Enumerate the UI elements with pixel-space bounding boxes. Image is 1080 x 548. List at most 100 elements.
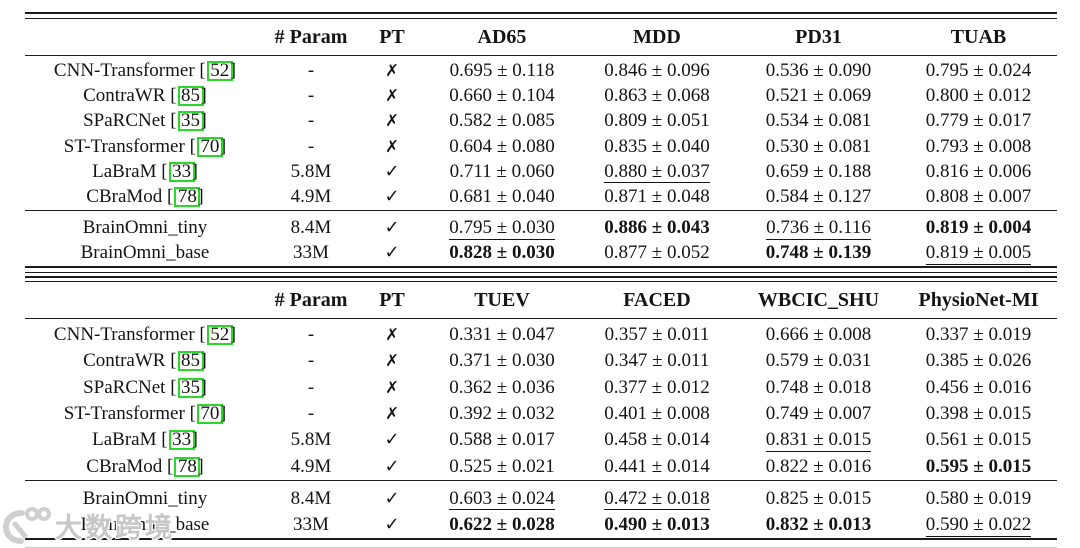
model-name: ST-Transformer bbox=[63, 135, 185, 157]
section-separator-rule-top-of-bottom-table bbox=[25, 275, 1057, 282]
param-count-cell: 4.9M bbox=[290, 186, 332, 208]
citation-link[interactable]: 33 bbox=[168, 161, 195, 182]
table-row: BrainOmni_tiny 8.4M ✓ 0.603 ± 0.024 0.472 ± … bbox=[25, 479, 1057, 513]
pretrained-cell: ✓ bbox=[357, 209, 427, 241]
table-row: LaBraM [33] 5.8M ✓ 0.588 ± 0.017 0.458 ± 0.0… bbox=[25, 427, 1057, 453]
citation-link[interactable]: 35 bbox=[177, 377, 204, 398]
column-header-model bbox=[25, 282, 265, 319]
metric-value: 0.580 ± 0.019 bbox=[925, 487, 1032, 509]
metric-value-cell: 0.711 ± 0.060 bbox=[427, 159, 577, 184]
citation-bracket: ] bbox=[200, 350, 207, 372]
citation-link[interactable]: 33 bbox=[168, 430, 195, 451]
citation-link[interactable]: 70 bbox=[196, 136, 223, 157]
citation-bracket: ] bbox=[191, 429, 198, 451]
column-header-wbcic-shu: WBCIC_SHU bbox=[757, 289, 880, 311]
section-separator-rule-bottom-of-top-table bbox=[25, 266, 1057, 273]
metric-value-cell: 0.831 ± 0.015 bbox=[737, 427, 900, 453]
model-name: ContraWR bbox=[83, 85, 166, 107]
model-name-cell: ST-Transformer [70] bbox=[63, 403, 227, 425]
model-name-cell: ST-Transformer [70] bbox=[63, 135, 227, 157]
citation-link[interactable]: 85 bbox=[177, 86, 204, 107]
metric-value-cell: 0.695 ± 0.118 bbox=[427, 55, 577, 84]
metric-value: 0.800 ± 0.012 bbox=[925, 85, 1032, 107]
model-name: LaBraM bbox=[92, 160, 157, 182]
metric-value-cell: 0.748 ± 0.018 bbox=[737, 375, 900, 401]
metric-value: 0.536 ± 0.090 bbox=[765, 60, 872, 82]
param-count-cell: 33M bbox=[293, 242, 329, 264]
metric-value: 0.832 ± 0.013 bbox=[765, 514, 872, 536]
metric-value: 0.377 ± 0.012 bbox=[604, 376, 710, 398]
model-name-cell: LaBraM [33] bbox=[92, 429, 198, 451]
metric-value: 0.748 ± 0.139 bbox=[765, 242, 872, 264]
metric-value-cell: 0.590 ± 0.022 bbox=[900, 512, 1057, 538]
metric-value: 0.385 ± 0.026 bbox=[925, 350, 1032, 372]
metric-value-cell: 0.530 ± 0.081 bbox=[737, 134, 900, 159]
metric-value: 0.795 ± 0.024 bbox=[925, 60, 1032, 82]
citation-link[interactable]: 70 bbox=[196, 404, 223, 425]
citation-bracket: ] bbox=[200, 85, 207, 107]
check-mark-icon: ✓ bbox=[384, 455, 400, 477]
param-count-cell: 33M bbox=[293, 514, 329, 536]
cross-mark-icon: ✗ bbox=[385, 111, 399, 131]
metric-value: 0.458 ± 0.014 bbox=[604, 429, 710, 451]
citation-bracket: ] bbox=[197, 455, 204, 477]
param-count-cell: - bbox=[307, 324, 315, 346]
model-name-cell: ContraWR [85] bbox=[83, 350, 207, 372]
pretrained-cell: ✗ bbox=[357, 401, 427, 427]
model-name-cell: BrainOmni_tiny bbox=[25, 479, 265, 513]
metric-value: 0.398 ± 0.015 bbox=[925, 403, 1032, 425]
table-row: ContraWR [85] - ✗ 0.371 ± 0.030 0.347 ± 0.01… bbox=[25, 348, 1057, 374]
metric-value-cell: 0.835 ± 0.040 bbox=[577, 134, 737, 159]
check-mark-icon: ✓ bbox=[384, 429, 400, 451]
metric-value-cell: 0.377 ± 0.012 bbox=[577, 375, 737, 401]
model-name-cell: BrainOmni_base bbox=[25, 241, 265, 266]
top-double-rule bbox=[25, 12, 1057, 19]
metric-value: 0.604 ± 0.080 bbox=[449, 135, 555, 157]
model-name: CBraMod bbox=[86, 186, 163, 208]
metric-value: 0.588 ± 0.017 bbox=[449, 429, 555, 451]
citation-link[interactable]: 78 bbox=[174, 187, 201, 208]
table-row: LaBraM [33] 5.8M ✓ 0.711 ± 0.060 0.880 ± 0.0… bbox=[25, 159, 1057, 184]
model-name: CNN-Transformer bbox=[53, 324, 195, 346]
cross-mark-icon: ✗ bbox=[385, 86, 399, 106]
citation-link[interactable]: 35 bbox=[177, 111, 204, 132]
metric-value: 0.362 ± 0.036 bbox=[449, 376, 555, 398]
model-name-cell: LaBraM [33] bbox=[92, 160, 198, 182]
metric-value-cell: 0.877 ± 0.052 bbox=[577, 241, 737, 266]
metric-value-cell: 0.561 ± 0.015 bbox=[900, 427, 1057, 453]
metric-value: 0.748 ± 0.018 bbox=[765, 376, 872, 398]
model-name: BrainOmni_base bbox=[80, 242, 210, 264]
metric-value: 0.622 ± 0.028 bbox=[449, 514, 555, 536]
pretrained-cell: ✓ bbox=[357, 427, 427, 453]
citation-link[interactable]: 78 bbox=[174, 456, 201, 477]
metric-value-cell: 0.660 ± 0.104 bbox=[427, 84, 577, 109]
metric-value: 0.392 ± 0.032 bbox=[449, 403, 555, 425]
benchmark-results: # Param PT AD65 MDD PD31 TUAB CNN-Transformer… bbox=[25, 12, 1057, 548]
metric-value: 0.816 ± 0.006 bbox=[925, 160, 1032, 182]
table-row: CBraMod [78] 4.9M ✓ 0.525 ± 0.021 0.441 ± 0.… bbox=[25, 453, 1057, 480]
metric-value: 0.582 ± 0.085 bbox=[449, 110, 555, 132]
param-count-cell: 8.4M bbox=[265, 209, 357, 241]
column-header-pd31: PD31 bbox=[795, 25, 842, 48]
metric-value-cell: 0.793 ± 0.008 bbox=[900, 134, 1057, 159]
pretrained-cell: ✗ bbox=[357, 109, 427, 134]
metric-value-cell: 0.886 ± 0.043 bbox=[577, 209, 737, 241]
param-count-cell: - bbox=[307, 135, 315, 157]
column-header-mdd: MDD bbox=[633, 25, 681, 48]
citation-link[interactable]: 85 bbox=[177, 351, 204, 372]
param-count-cell: - bbox=[307, 110, 315, 132]
citation-bracket: ] bbox=[219, 135, 227, 157]
metric-value: 0.472 ± 0.018 bbox=[604, 487, 710, 511]
metric-value-cell: 0.808 ± 0.007 bbox=[900, 184, 1057, 210]
citation-link[interactable]: 52 bbox=[206, 325, 233, 346]
pretrained-cell: ✗ bbox=[357, 375, 427, 401]
pretrained-cell: ✓ bbox=[357, 184, 427, 210]
pretrained-cell: ✓ bbox=[357, 512, 427, 538]
metric-value: 0.534 ± 0.081 bbox=[765, 110, 872, 132]
check-mark-icon: ✓ bbox=[384, 242, 400, 264]
citation-link[interactable]: 52 bbox=[206, 61, 233, 82]
metric-value: 0.441 ± 0.014 bbox=[604, 455, 710, 477]
metric-value-cell: 0.582 ± 0.085 bbox=[427, 109, 577, 134]
metric-value-cell: 0.580 ± 0.019 bbox=[900, 479, 1057, 513]
metric-value-cell: 0.871 ± 0.048 bbox=[577, 184, 737, 210]
